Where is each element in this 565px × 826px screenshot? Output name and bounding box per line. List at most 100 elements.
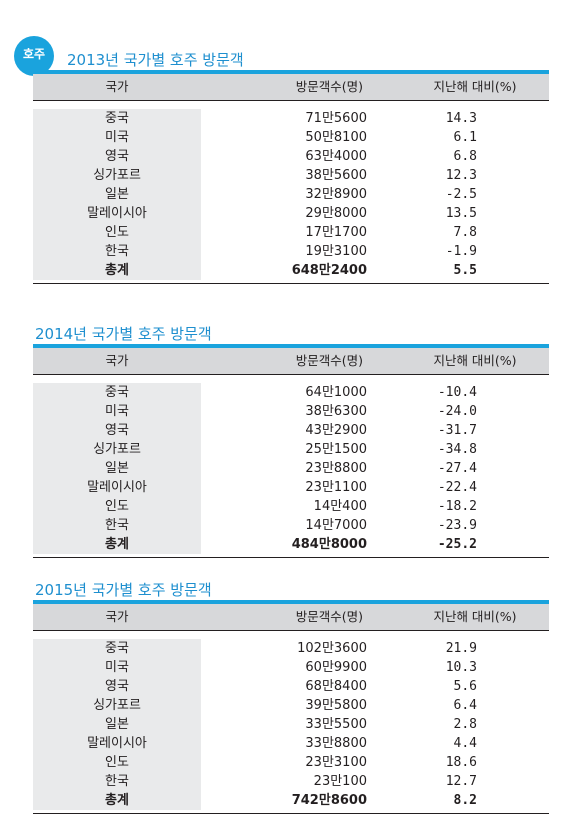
visitors-cell: 33만8800 xyxy=(305,736,367,751)
visitors-cell: 23만1100 xyxy=(305,480,367,495)
visitors-cell: 23만100 xyxy=(313,774,367,789)
table-header: 국가 방문객수(명) 지난해 대비(%) xyxy=(33,348,549,374)
change-cell: 10.3 xyxy=(445,660,477,675)
country-cell: 인도 xyxy=(105,225,129,240)
table-body: 중국 미국 영국 싱가포르 일본 말레이시아 인도 한국 총계 102만3600… xyxy=(33,631,549,813)
table-2014: 2014년 국가별 호주 방문객 국가 방문객수(명) 지난해 대비(%) 중국… xyxy=(33,324,549,558)
table-header: 국가 방문객수(명) 지난해 대비(%) xyxy=(33,604,549,630)
visitors-cell: 38만5600 xyxy=(305,168,367,183)
country-cell: 일본 xyxy=(105,461,129,476)
header-country: 국가 xyxy=(105,609,129,624)
country-cell: 인도 xyxy=(105,499,129,514)
total-visitors: 648만2400 xyxy=(291,263,367,278)
visitors-cell: 60만9900 xyxy=(305,660,367,675)
change-cell: 6.4 xyxy=(453,698,477,713)
header-change: 지난해 대비(%) xyxy=(433,609,517,624)
table-title: 2015년 국가별 호주 방문객 xyxy=(35,581,212,599)
change-cell: -2.5 xyxy=(445,187,477,202)
table-2015: 2015년 국가별 호주 방문객 국가 방문객수(명) 지난해 대비(%) 중국… xyxy=(33,580,549,814)
country-cell: 중국 xyxy=(105,385,129,400)
table-header: 국가 방문객수(명) 지난해 대비(%) xyxy=(33,74,549,100)
visitors-cell: 29만8000 xyxy=(305,206,367,221)
change-cell: 2.8 xyxy=(453,717,477,732)
country-column: 중국 미국 영국 싱가포르 일본 말레이시아 인도 한국 총계 xyxy=(33,639,201,810)
header-rule xyxy=(33,374,549,375)
visitors-column: 64만1000 38만6300 43만2900 25만1500 23만8800 … xyxy=(201,383,401,554)
table-top-rule xyxy=(33,70,549,74)
change-cell: -34.8 xyxy=(437,442,477,457)
country-cell: 한국 xyxy=(105,518,129,533)
change-cell: -24.0 xyxy=(437,404,477,419)
total-visitors: 742만8600 xyxy=(291,793,367,808)
change-cell: -10.4 xyxy=(437,385,477,400)
visitors-cell: 63만4000 xyxy=(305,149,367,164)
country-cell: 중국 xyxy=(105,641,129,656)
header-rule xyxy=(33,630,549,631)
visitors-cell: 23만8800 xyxy=(305,461,367,476)
table-body: 중국 미국 영국 싱가포르 일본 말레이시아 인도 한국 총계 64만1000 … xyxy=(33,375,549,557)
change-cell: -1.9 xyxy=(445,244,477,259)
country-cell: 일본 xyxy=(105,717,129,732)
country-column: 중국 미국 영국 싱가포르 일본 말레이시아 인도 한국 총계 xyxy=(33,383,201,554)
visitors-cell: 102만3600 xyxy=(297,641,367,656)
visitors-cell: 17만1700 xyxy=(305,225,367,240)
change-cell: 14.3 xyxy=(445,111,477,126)
country-cell: 미국 xyxy=(105,404,129,419)
table-bottom-rule xyxy=(33,283,549,284)
header-country: 국가 xyxy=(105,79,129,94)
visitors-cell: 64만1000 xyxy=(305,385,367,400)
change-cell: 18.6 xyxy=(445,755,477,770)
change-cell: 4.4 xyxy=(453,736,477,751)
change-cell: 6.1 xyxy=(453,130,477,145)
country-cell: 미국 xyxy=(105,130,129,145)
visitors-column: 71만5600 50만8100 63만4000 38만5600 32만8900 … xyxy=(201,109,401,280)
visitors-cell: 33만5500 xyxy=(305,717,367,732)
visitors-cell: 38만6300 xyxy=(305,404,367,419)
change-column: -10.4 -24.0 -31.7 -34.8 -27.4 -22.4 -18.… xyxy=(401,383,549,554)
change-cell: -18.2 xyxy=(437,499,477,514)
change-cell: 13.5 xyxy=(445,206,477,221)
country-cell: 싱가포르 xyxy=(93,698,141,713)
country-cell: 말레이시아 xyxy=(87,736,147,751)
table-top-rule xyxy=(33,600,549,604)
table-bottom-rule xyxy=(33,813,549,814)
total-label: 총계 xyxy=(105,537,129,552)
header-country: 국가 xyxy=(105,353,129,368)
country-cell: 영국 xyxy=(105,149,129,164)
country-cell: 싱가포르 xyxy=(93,442,141,457)
country-cell: 한국 xyxy=(105,244,129,259)
total-change: 5.5 xyxy=(453,263,477,278)
visitors-cell: 71만5600 xyxy=(305,111,367,126)
change-cell: -23.9 xyxy=(437,518,477,533)
visitors-column: 102만3600 60만9900 68만8400 39만5800 33만5500… xyxy=(201,639,401,810)
country-cell: 말레이시아 xyxy=(87,480,147,495)
change-cell: -27.4 xyxy=(437,461,477,476)
table-top-rule xyxy=(33,344,549,348)
total-label: 총계 xyxy=(105,793,129,808)
visitors-cell: 68만8400 xyxy=(305,679,367,694)
header-rule xyxy=(33,100,549,101)
visitors-cell: 14만7000 xyxy=(305,518,367,533)
change-column: 21.9 10.3 5.6 6.4 2.8 4.4 18.6 12.7 8.2 xyxy=(401,639,549,810)
total-change: 8.2 xyxy=(453,793,477,808)
visitors-cell: 50만8100 xyxy=(305,130,367,145)
country-badge: 호주 xyxy=(14,36,54,76)
header-visitors: 방문객수(명) xyxy=(295,353,363,368)
country-cell: 영국 xyxy=(105,679,129,694)
visitors-cell: 32만8900 xyxy=(305,187,367,202)
visitors-cell: 23만3100 xyxy=(305,755,367,770)
country-cell: 싱가포르 xyxy=(93,168,141,183)
total-visitors: 484만8000 xyxy=(291,537,367,552)
visitors-cell: 39만5800 xyxy=(305,698,367,713)
visitors-cell: 25만1500 xyxy=(305,442,367,457)
visitors-cell: 43만2900 xyxy=(305,423,367,438)
country-cell: 인도 xyxy=(105,755,129,770)
change-cell: 7.8 xyxy=(453,225,477,240)
table-title: 2014년 국가별 호주 방문객 xyxy=(35,325,212,343)
change-cell: 12.3 xyxy=(445,168,477,183)
change-cell: 12.7 xyxy=(445,774,477,789)
table-title: 2013년 국가별 호주 방문객 xyxy=(67,51,244,69)
change-cell: 6.8 xyxy=(453,149,477,164)
header-change: 지난해 대비(%) xyxy=(433,353,517,368)
change-cell: -31.7 xyxy=(437,423,477,438)
